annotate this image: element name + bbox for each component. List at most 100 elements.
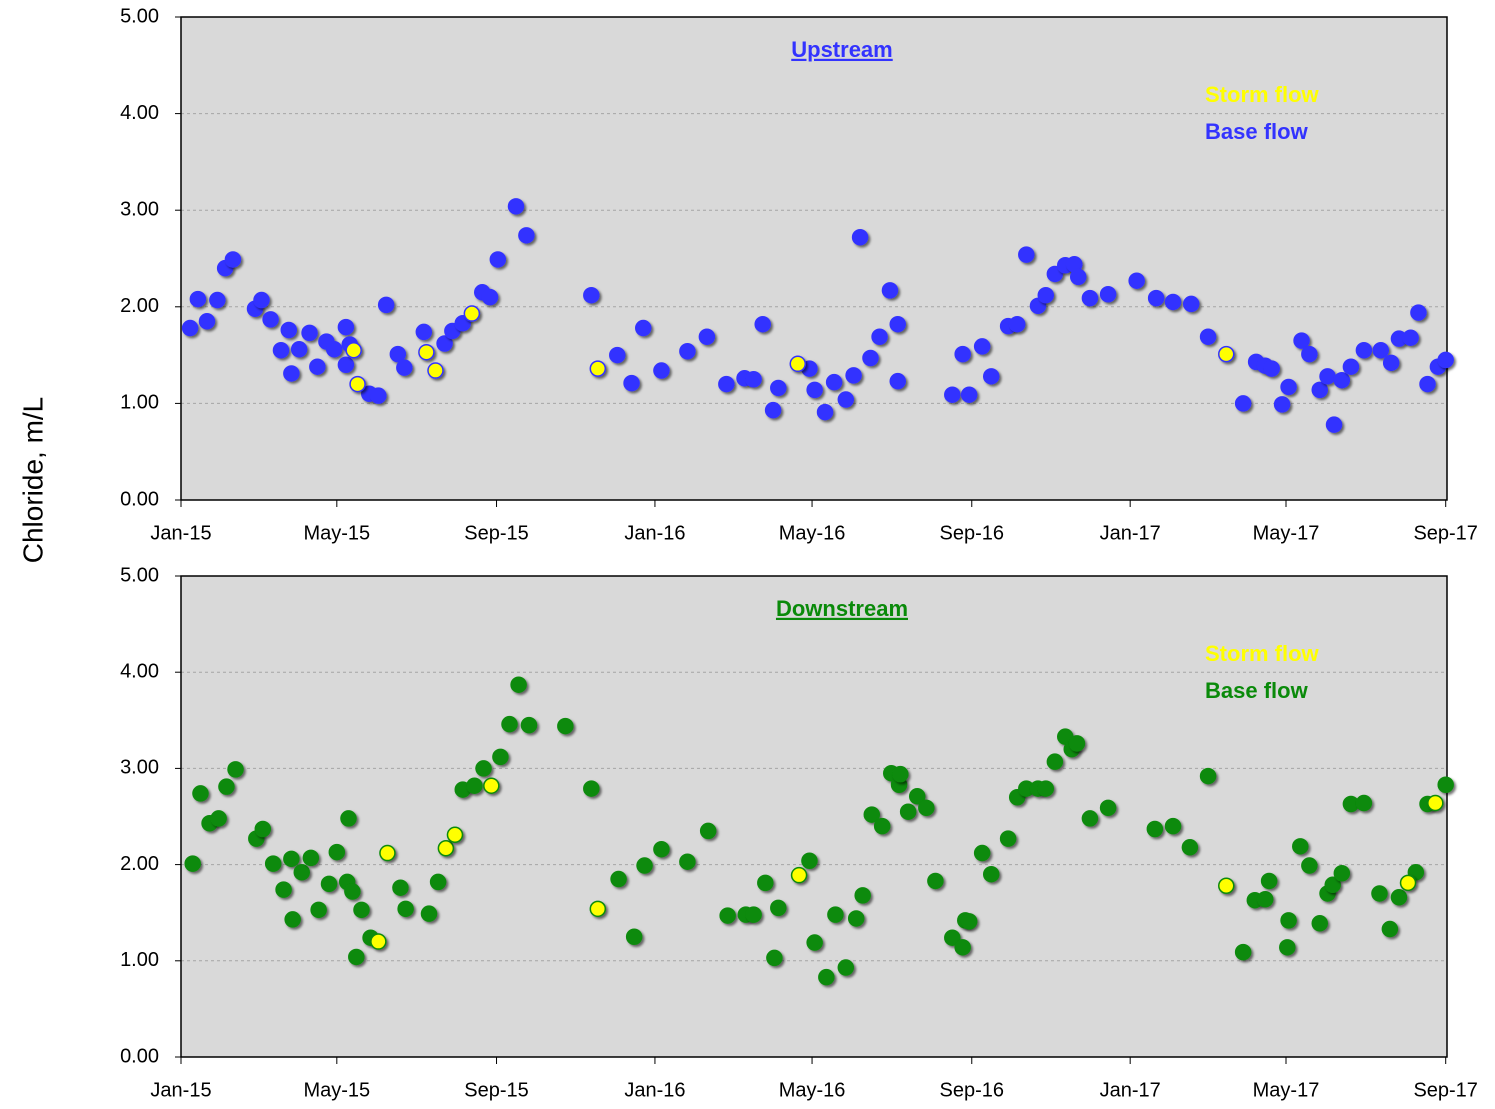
- data-point: [262, 311, 279, 328]
- data-point: [1280, 912, 1297, 929]
- y-tick-label: 4.00: [120, 102, 159, 124]
- data-point: [801, 852, 818, 870]
- data-point: [501, 715, 518, 733]
- data-point: [1068, 735, 1086, 752]
- data-point: [353, 901, 370, 919]
- data-point: [1260, 872, 1278, 890]
- data-point: [653, 362, 670, 379]
- data-point: [789, 355, 807, 373]
- data-point: [1181, 839, 1199, 856]
- data-point: [610, 870, 627, 888]
- data-point: [379, 844, 396, 862]
- data-point: [1263, 360, 1280, 377]
- data-point: [370, 387, 387, 404]
- y-tick-label: 2.00: [120, 295, 159, 317]
- data-point: [325, 341, 343, 358]
- data-point: [1199, 328, 1217, 345]
- data-point: [1279, 939, 1296, 956]
- data-point: [1164, 817, 1182, 835]
- x-tick-label: Jan-17: [1100, 1079, 1161, 1101]
- y-tick-label: 0.00: [120, 488, 159, 510]
- data-point: [960, 386, 978, 403]
- x-tick-label: Sep-16: [940, 1079, 1005, 1101]
- data-point: [927, 872, 944, 890]
- data-point: [960, 913, 978, 930]
- data-point: [1410, 304, 1427, 321]
- plot-border: [180, 575, 1448, 1058]
- data-point: [889, 315, 907, 333]
- data-point: [436, 335, 453, 352]
- subplot: 0.00 1.00 2.00 3.00 4.00 5.00 Jan-15 May-15 Sep-…: [120, 5, 1478, 544]
- x-tick-label: Sep-16: [940, 522, 1005, 544]
- x-tick-label: Jan-16: [624, 1079, 685, 1101]
- data-point: [520, 716, 538, 734]
- data-point: [1099, 285, 1117, 303]
- data-point: [863, 806, 881, 823]
- y-axis-label: Chloride, m/L: [17, 397, 48, 564]
- data-point: [583, 286, 600, 304]
- data-point: [1128, 272, 1145, 289]
- y-tick-label: 0.00: [120, 1045, 159, 1067]
- data-point: [284, 911, 301, 928]
- data-point: [871, 328, 888, 345]
- data-point: [754, 315, 771, 333]
- data-point: [1018, 246, 1035, 263]
- data-point: [827, 906, 844, 923]
- legend-label: Storm flow: [1205, 641, 1320, 666]
- data-point: [999, 830, 1017, 847]
- data-point: [973, 338, 991, 355]
- x-tick-label: May-15: [303, 522, 370, 544]
- data-point: [1199, 767, 1217, 785]
- legend-label: Base flow: [1205, 119, 1309, 144]
- data-point: [954, 345, 971, 363]
- data-point: [881, 282, 899, 299]
- data-point: [851, 228, 869, 246]
- data-point: [283, 850, 300, 868]
- data-point: [745, 906, 762, 923]
- data-point: [583, 780, 600, 797]
- data-point: [623, 374, 640, 392]
- data-point: [483, 777, 500, 794]
- data-point: [854, 887, 871, 904]
- data-point: [557, 717, 574, 735]
- data-point: [446, 826, 464, 844]
- data-point: [510, 676, 527, 693]
- data-point: [837, 391, 855, 408]
- data-point: [1372, 342, 1390, 359]
- data-point: [1256, 890, 1274, 908]
- data-point: [973, 844, 991, 862]
- subplot: 0.00 1.00 2.00 3.00 4.00 5.00 Jan-15 May-15 Sep-…: [120, 564, 1478, 1101]
- data-point: [1146, 820, 1164, 838]
- data-point: [429, 873, 447, 891]
- data-point: [1081, 289, 1099, 307]
- data-point: [1342, 358, 1360, 375]
- data-point: [699, 822, 717, 840]
- y-tick-label: 2.00: [120, 853, 159, 875]
- data-point: [1218, 877, 1235, 895]
- x-tick-label: Jan-15: [150, 1079, 211, 1101]
- data-point: [340, 810, 357, 827]
- data-point: [492, 748, 509, 766]
- data-point: [908, 788, 926, 805]
- data-point: [301, 324, 318, 342]
- data-point: [1046, 265, 1064, 283]
- x-tick-label: Jan-15: [150, 522, 211, 544]
- x-tick-label: Sep-15: [464, 1079, 529, 1101]
- data-point: [396, 359, 413, 376]
- data-point: [320, 875, 338, 893]
- data-point: [816, 403, 834, 421]
- data-point: [918, 799, 935, 817]
- data-point: [766, 949, 783, 967]
- data-point: [283, 365, 300, 382]
- data-point: [806, 381, 823, 399]
- plot-area: [181, 17, 1447, 500]
- data-point: [397, 900, 414, 918]
- data-point: [1333, 371, 1351, 389]
- data-point: [1218, 345, 1235, 363]
- x-tick-label: Sep-17: [1413, 1079, 1478, 1101]
- data-point: [589, 900, 607, 918]
- data-point: [892, 765, 909, 783]
- data-point: [1182, 295, 1200, 313]
- x-tick-label: Jan-17: [1100, 522, 1161, 544]
- data-point: [1333, 865, 1351, 882]
